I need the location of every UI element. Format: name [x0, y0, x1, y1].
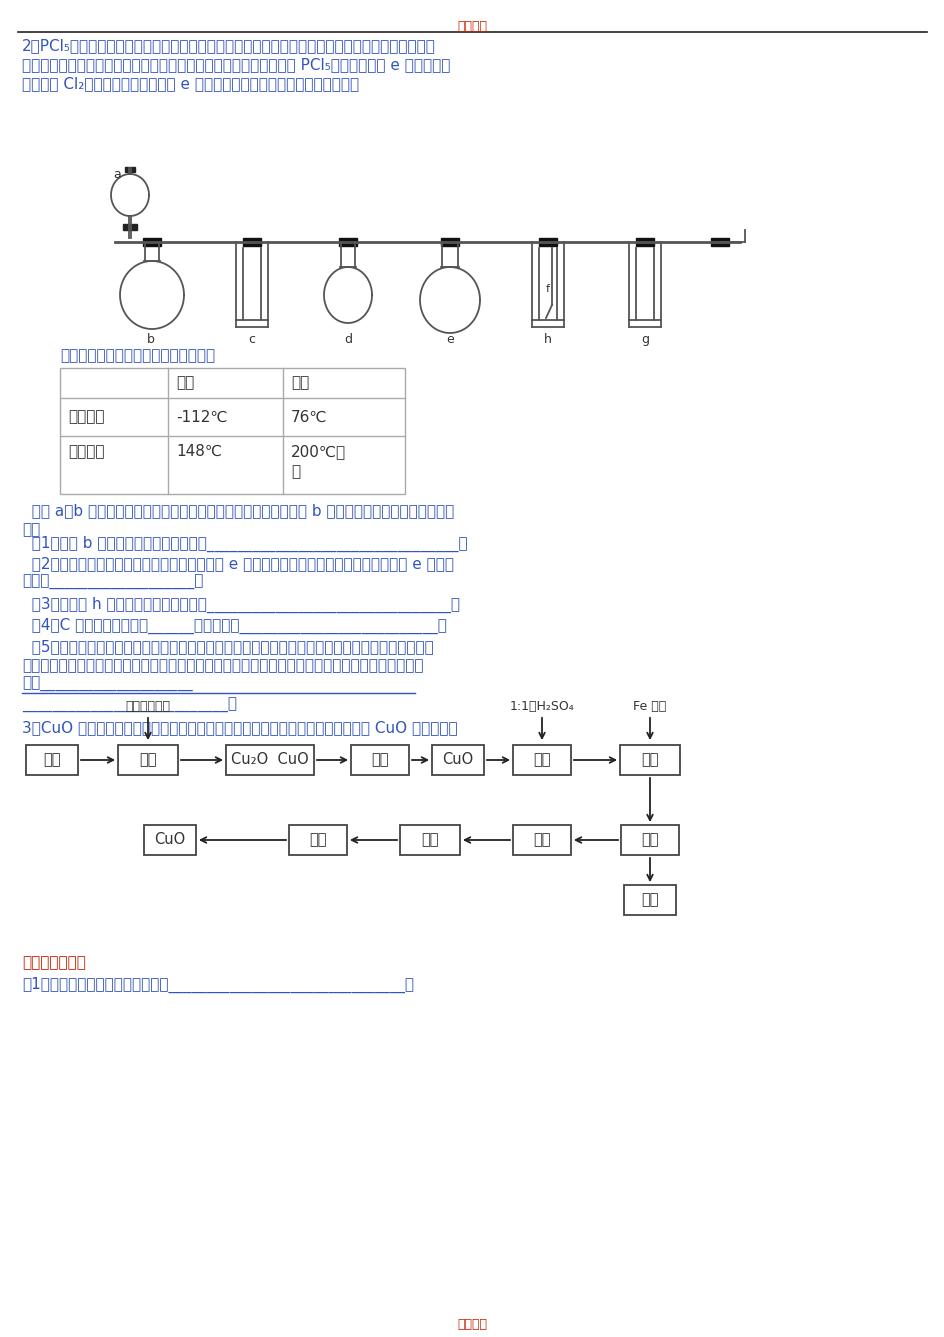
Text: e: e — [446, 333, 453, 346]
Text: 回答下列问题：: 回答下列问题： — [22, 955, 86, 971]
Text: f: f — [546, 283, 549, 294]
Text: 2．PCl₅有毒，在潮湿的空气中可发生水解反应产生大量的白雾。它在实验室和工业上都有重要的应: 2．PCl₅有毒，在潮湿的空气中可发生水解反应产生大量的白雾。它在实验室和工业上… — [22, 37, 435, 53]
Text: 置换: 置换 — [641, 753, 658, 767]
Text: g: g — [640, 333, 649, 346]
Text: 放少量___________________。: 放少量___________________。 — [22, 575, 203, 590]
Text: （2）氯气和白磷反应放出大量的热，为使仪器 e 不致因局部过热而炸裂，实验开始前应在 e 的底部: （2）氯气和白磷反应放出大量的热，为使仪器 e 不致因局部过热而炸裂，实验开始前… — [22, 556, 453, 571]
Text: 焙烧: 焙烧 — [139, 753, 157, 767]
Text: b: b — [147, 333, 155, 346]
Text: a: a — [113, 168, 121, 180]
Text: 五氯化磷: 五氯化磷 — [68, 444, 105, 459]
Text: -112℃: -112℃ — [176, 409, 228, 425]
Bar — [26, 745, 78, 775]
Text: 洗洤: 洗洤 — [532, 833, 550, 848]
Bar — [620, 825, 679, 854]
Text: 滤液: 滤液 — [641, 893, 658, 908]
Bar — [513, 825, 570, 854]
Text: （4）C 中所盛装的试剂是______，其作用是__________________________。: （4）C 中所盛装的试剂是______，其作用是________________… — [22, 618, 447, 634]
Text: 溶解: 溶解 — [532, 753, 550, 767]
Bar — [513, 745, 570, 775]
Text: 因是____________________: 因是____________________ — [22, 677, 193, 693]
Bar — [431, 745, 483, 775]
Text: h: h — [544, 333, 551, 346]
Bar — [635, 238, 653, 246]
Text: 用。在实验室中可用下图所示装置（酒精灯、铁架台等未画出）制取 PCl₅，在圆底烧瓶 e 中放入足量: 用。在实验室中可用下图所示装置（酒精灯、铁架台等未画出）制取 PCl₅，在圆底烧… — [22, 57, 450, 72]
Bar — [143, 825, 195, 854]
Text: 76℃: 76℃ — [291, 409, 328, 425]
Text: 三氯化磷和五氯化磷的物理常数如下：: 三氯化磷和五氯化磷的物理常数如下： — [59, 348, 215, 364]
Bar — [143, 238, 160, 246]
Bar — [623, 885, 675, 915]
Text: 再浸入乙醚中片刻即可完全除去水分。已知酒精与乙醚互溶，乙醚易挥发。用上述方法除去水分的原: 再浸入乙醚中片刻即可完全除去水分。已知酒精与乙醚互溶，乙醚易挥发。用上述方法除去… — [22, 658, 423, 673]
Text: c: c — [247, 333, 255, 346]
Text: 氧化: 氧化 — [371, 753, 388, 767]
Text: 图中 a、b 应该装入的试剂或药品分别是浓盐酸和二氧化锶，并在 b 仪器处加热。请据此回答下列问: 图中 a、b 应该装入的试剂或药品分别是浓盐酸和二氧化锶，并在 b 仪器处加热。… — [22, 503, 454, 517]
Text: 有机物与水分: 有机物与水分 — [126, 701, 170, 713]
Text: 永点: 永点 — [291, 376, 309, 390]
Bar — [399, 825, 460, 854]
Text: 解: 解 — [291, 464, 300, 479]
Bar — [350, 745, 409, 775]
Bar — [441, 238, 459, 246]
Text: 教学资源: 教学资源 — [457, 20, 486, 33]
Text: Cu₂O  CuO: Cu₂O CuO — [231, 753, 309, 767]
Text: 焙烧: 焙烧 — [421, 833, 438, 848]
Bar — [125, 167, 135, 172]
Bar — [226, 745, 313, 775]
Text: 三氯化磷: 三氯化磷 — [68, 409, 105, 425]
Text: ___________________________。: ___________________________。 — [22, 698, 237, 713]
Bar — [59, 368, 405, 493]
Text: 1:1的H₂SO₄: 1:1的H₂SO₄ — [509, 701, 574, 713]
Text: 熳点: 熳点 — [176, 376, 194, 390]
Text: （3）在烧杯 h 中加入冰盐水，其作用是________________________________。: （3）在烧杯 h 中加入冰盐水，其作用是____________________… — [22, 598, 460, 614]
Bar — [243, 238, 261, 246]
Text: （5）实验室将白磷保存于水中，取出的白磷用滤纸初步吸去表面水分，然后浸入无水酒精中片刻，: （5）实验室将白磷保存于水中，取出的白磷用滤纸初步吸去表面水分，然后浸入无水酒精… — [22, 639, 433, 654]
Bar — [710, 238, 728, 246]
Text: 资源内容: 资源内容 — [457, 1318, 486, 1332]
Bar — [619, 745, 680, 775]
Text: 过滤: 过滤 — [641, 833, 658, 848]
Text: 题：: 题： — [22, 521, 41, 537]
Bar — [118, 745, 177, 775]
Text: 白磷，将 Cl₂迅速而有不间断地通入 e 中，氯气与白磷会发生反应，产生火焰。: 白磷，将 Cl₂迅速而有不间断地通入 e 中，氯气与白磷会发生反应，产生火焰。 — [22, 76, 359, 91]
Text: 铜粉: 铜粉 — [43, 753, 60, 767]
Text: 200℃分: 200℃分 — [291, 444, 346, 459]
Bar — [339, 238, 357, 246]
Text: CuO: CuO — [154, 833, 185, 848]
Bar — [538, 238, 556, 246]
Bar — [123, 225, 137, 230]
Text: 3．CuO 可用作颜料、玻璃磨光剂、有机合成嫁化剂等。以下是用铜粉氧化法生产 CuO 的流程图：: 3．CuO 可用作颜料、玻璃磨光剂、有机合成嫁化剂等。以下是用铜粉氧化法生产 C… — [22, 721, 457, 735]
Text: 氧化: 氧化 — [309, 833, 327, 848]
Text: d: d — [344, 333, 351, 346]
Text: （1）写出 b 中发生反应的化学方程式：_________________________________。: （1）写出 b 中发生反应的化学方程式：____________________… — [22, 536, 467, 552]
Text: （1）写出溶解过程中的离子方程式_______________________________。: （1）写出溶解过程中的离子方程式________________________… — [22, 977, 413, 993]
Text: 148℃: 148℃ — [176, 444, 222, 459]
Text: Fe 气体: Fe 气体 — [632, 701, 666, 713]
Text: CuO: CuO — [442, 753, 473, 767]
Bar — [289, 825, 346, 854]
